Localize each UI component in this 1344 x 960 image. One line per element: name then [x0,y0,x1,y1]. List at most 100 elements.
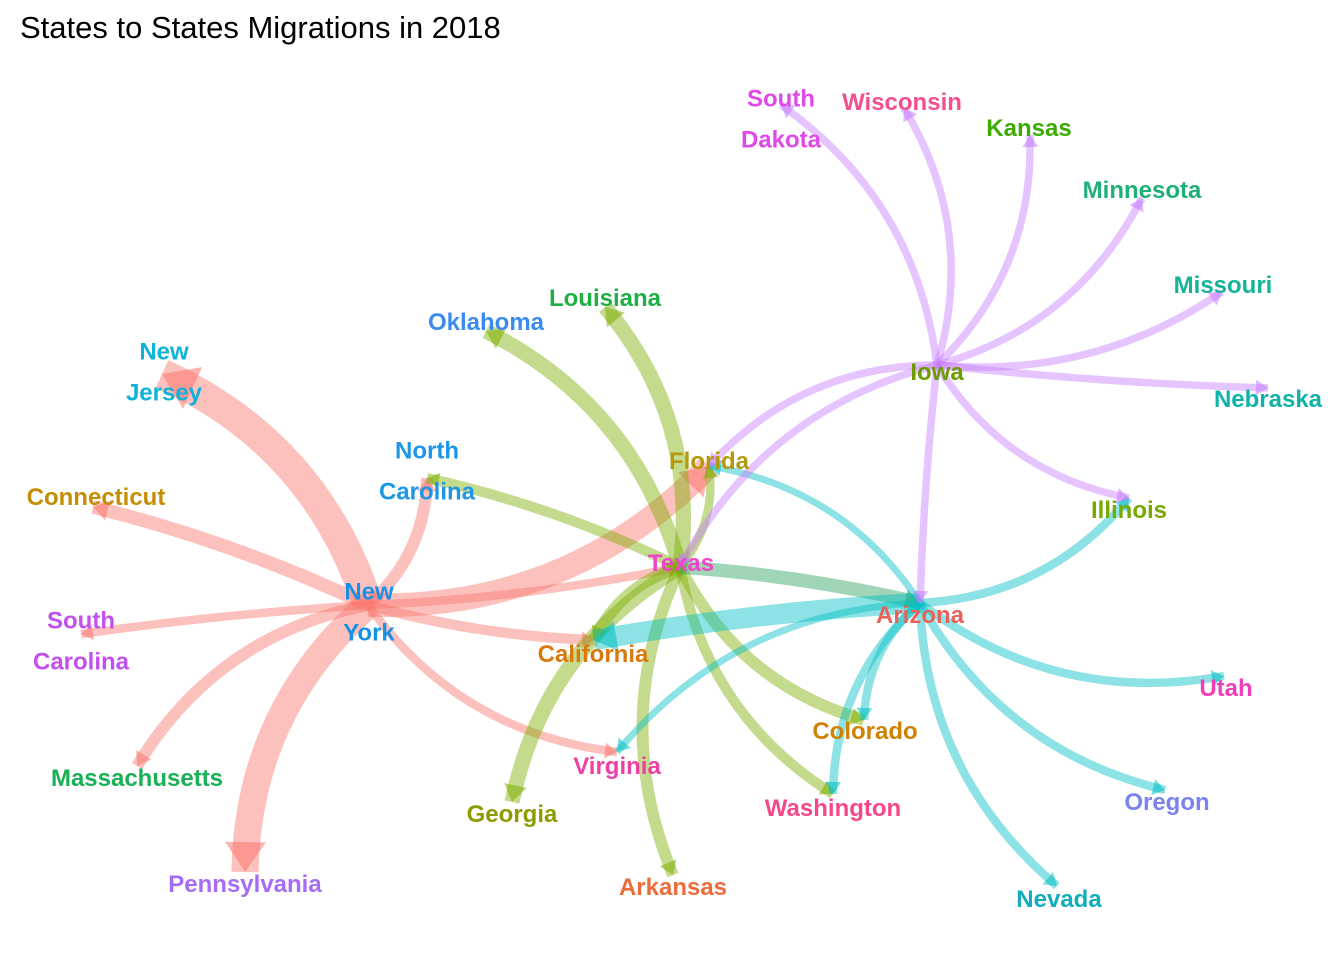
node-label-line: Carolina [379,479,476,506]
node-label-pennsylvania: Pennsylvania [168,871,322,898]
edge-path [674,566,836,799]
edge-path [131,599,370,770]
node-label-utah: Utah [1199,675,1252,702]
node-label-line: Oregon [1124,789,1209,816]
node-label-line: Arkansas [619,874,727,901]
node-layer: South Dakota Wisconsin Kansas Minnesota Misso… [27,86,1323,914]
node-label-line: Missouri [1174,272,1273,299]
node-label-line: Connecticut [27,484,166,511]
edge-path [915,602,1060,890]
arrow-head-icon [1115,487,1129,504]
edge-path [916,600,1167,795]
arrow-head-icon [1129,198,1144,213]
edge-path [917,599,1225,688]
node-label-minnesota: Minnesota [1083,177,1202,204]
arrow-head-icon [1042,872,1057,886]
node-label-line: Pennsylvania [168,871,322,898]
arrow-head-icon [666,561,680,578]
migration-edge-texas-to-louisiana [599,302,692,569]
migration-edge-new-york-to-texas [367,561,681,610]
node-label-south-dakota: South Dakota [741,86,822,154]
node-label-line: Wisconsin [842,89,962,116]
migration-edge-new-york-to-pennsylvania [225,594,378,873]
node-label-line: South [747,86,815,113]
node-label-line: Illinois [1091,497,1167,524]
edge-path [231,594,378,873]
edge-layer [80,101,1269,890]
node-label-north-carolina: North Carolina [379,438,476,506]
node-label-line: New [344,579,394,606]
node-label-line: Louisiana [549,285,662,312]
node-label-line: New [139,339,189,366]
node-label-new-york: New York [343,579,395,647]
arrow-head-icon [136,750,152,766]
edge-path [916,364,941,604]
migration-edge-arizona-to-utah [917,599,1225,688]
node-label-line: Washington [765,795,901,822]
node-label-missouri: Missouri [1174,272,1273,299]
arrow-head-icon [781,105,796,119]
edge-path [933,363,1130,502]
node-label-line: Florida [669,448,750,475]
edge-path [504,560,684,804]
node-label-line: York [343,620,395,647]
node-label-line: South [47,608,115,635]
arrow-head-icon [604,742,617,759]
migration-edge-arizona-to-colorado [856,599,923,721]
node-label-line: Nevada [1016,886,1102,913]
arrow-head-icon [581,631,594,648]
edge-path [778,101,941,366]
migration-edge-iowa-to-kansas [934,134,1039,368]
node-label-line: Carolina [33,649,130,676]
migration-edge-texas-to-california [588,561,682,643]
migration-edge-texas-to-oklahoma [482,324,688,570]
migration-edge-new-york-to-new-jersey [155,360,383,610]
migration-edge-iowa-to-wisconsin [900,106,955,367]
arrow-head-icon [1210,670,1224,687]
migration-edge-texas-to-north-carolina [425,472,683,572]
arrow-head-icon [591,624,608,640]
migration-edge-texas-to-colorado [674,564,866,726]
edge-path [828,599,923,795]
arrow-head-icon [81,624,95,641]
node-label-line: Colorado [812,718,917,745]
node-label-arkansas: Arkansas [619,874,727,901]
arrow-head-icon [162,367,203,409]
edge-path [80,600,369,639]
node-label-virginia: Virginia [573,753,661,780]
node-label-oregon: Oregon [1124,789,1209,816]
node-label-louisiana: Louisiana [549,285,662,312]
arrow-head-icon [225,841,266,872]
edge-path [679,560,922,610]
edge-path [936,288,1225,371]
node-label-washington: Washington [765,795,901,822]
node-label-iowa: Iowa [910,359,964,386]
arrow-head-icon [1255,379,1268,396]
edge-path [919,495,1133,608]
edge-path [708,462,923,605]
node-label-nevada: Nevada [1016,886,1102,913]
edge-path [425,473,683,572]
arrow-head-icon [825,781,842,794]
arrow-head-icon [709,460,723,476]
node-label-kansas: Kansas [986,115,1071,142]
arrow-head-icon [659,859,677,875]
arrow-head-icon [594,621,619,652]
migration-edge-iowa-to-missouri [936,288,1225,371]
node-label-line: Georgia [467,801,558,828]
migration-edge-texas-to-georgia [504,560,684,804]
edge-path [599,302,692,569]
edge-path [482,324,688,570]
edge-path [367,457,718,618]
arrow-head-icon [486,328,507,349]
migration-edge-arizona-to-washington [825,599,923,795]
node-label-line: North [395,438,459,465]
node-label-connecticut: Connecticut [27,484,166,511]
arrow-head-icon [903,589,920,610]
migration-edge-arizona-to-florida [708,460,923,605]
edge-path [859,599,923,721]
arrow-head-icon [1022,135,1039,148]
edge-path [155,360,383,610]
node-label-nebraska: Nebraska [1214,386,1323,413]
arrow-head-icon [678,552,693,567]
